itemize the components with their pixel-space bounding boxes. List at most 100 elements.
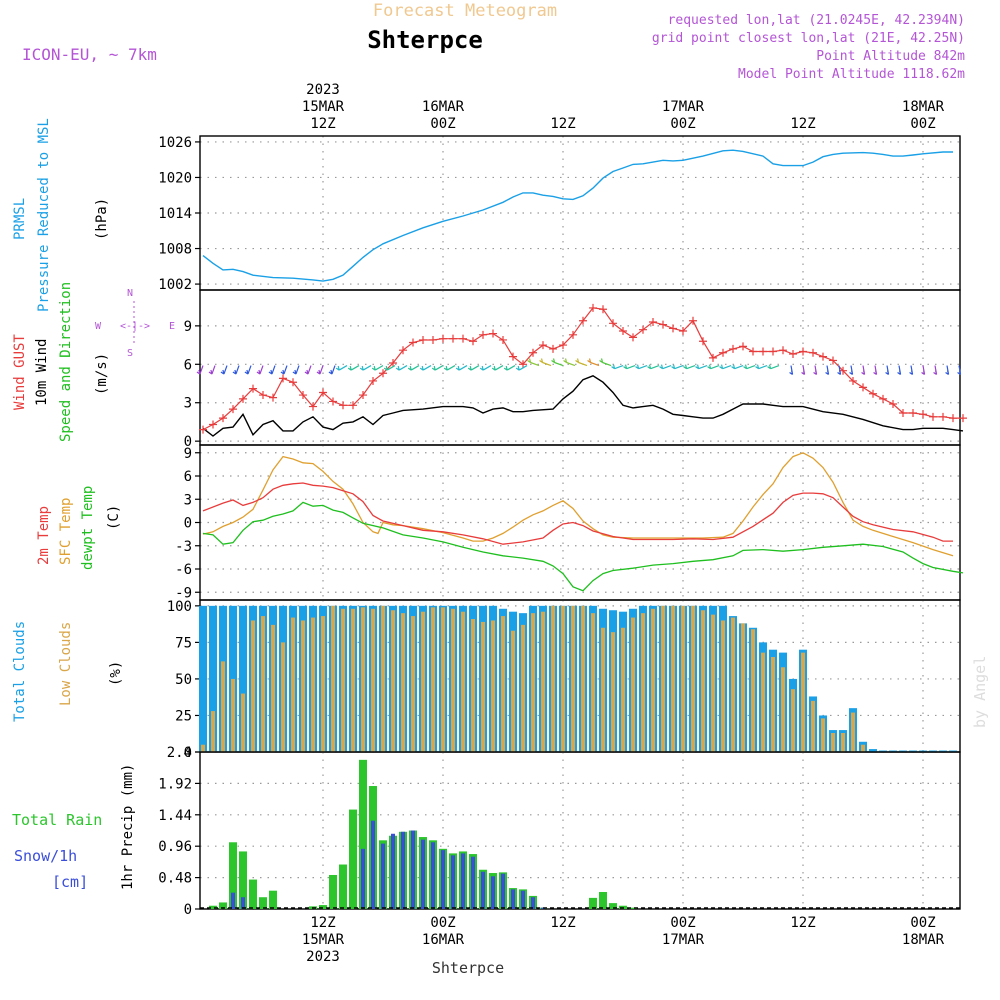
- total-cloud-bar: [919, 750, 927, 752]
- low-cloud-bar: [281, 642, 285, 752]
- sfc-temp-label: SFC Temp: [58, 498, 74, 565]
- low-cloud-bar: [821, 718, 825, 752]
- gust-point-marker: [819, 352, 827, 361]
- pressure-label-1: PRMSL: [12, 198, 28, 240]
- wind-direction-arrow: [443, 365, 456, 371]
- low-cloud-bar: [621, 627, 625, 752]
- pressure-panel: PRMSL Pressure Reduced to MSL (hPa) 1002…: [12, 118, 961, 312]
- y-tick-label: -9: [175, 585, 192, 601]
- rain-bar: [209, 905, 217, 909]
- total-cloud-bar: [239, 605, 247, 752]
- time-label: 15MAR: [302, 99, 345, 115]
- time-label: 16MAR: [422, 99, 465, 115]
- wind-direction-arrow: [527, 358, 540, 367]
- wind-10m-line: [202, 375, 964, 437]
- low-cloud-bar: [251, 620, 255, 752]
- legend-snow: Snow/1h: [14, 847, 77, 865]
- time-label: 12Z: [310, 116, 335, 132]
- gust-point-marker: [769, 347, 777, 356]
- gust-point-marker: [279, 374, 287, 383]
- wind-direction-arrow: [873, 365, 878, 375]
- gust-point-marker: [299, 391, 307, 400]
- low-cloud-bar: [201, 744, 205, 752]
- wind-direction-arrow: [232, 365, 240, 375]
- gust-point-marker: [509, 352, 517, 361]
- snow-bar: [401, 831, 405, 909]
- low-cloud-bar: [801, 652, 805, 752]
- gust-point-marker: [869, 389, 877, 398]
- clouds-unit: (%): [108, 661, 124, 686]
- low-cloud-bar: [681, 605, 685, 752]
- gust-point-marker: [599, 305, 607, 314]
- wind-direction-arrow: [897, 365, 902, 375]
- wind-direction-arrow: [957, 365, 962, 375]
- total-cloud-bar: [939, 750, 947, 752]
- total-clouds-label: Total Clouds: [12, 621, 28, 722]
- wind-direction-arrow: [837, 365, 842, 375]
- gust-point-marker: [589, 303, 597, 312]
- wind-direction-arrow: [280, 365, 288, 375]
- low-cloud-bar: [761, 652, 765, 752]
- total-cloud-bar: [909, 750, 917, 752]
- gust-point-marker: [259, 391, 267, 400]
- gust-point-marker: [219, 414, 227, 423]
- gust-point-marker: [239, 394, 247, 403]
- rain-bar: [319, 905, 327, 909]
- low-cloud-bar: [541, 611, 545, 752]
- gust-point-marker: [879, 394, 887, 403]
- gust-point-marker: [199, 425, 207, 434]
- low-cloud-bar: [211, 711, 215, 752]
- wind-direction-arrow: [731, 364, 744, 370]
- gust-point-marker: [329, 397, 337, 406]
- legend-snow-unit: [cm]: [52, 873, 88, 891]
- low-cloud-bar: [261, 616, 265, 752]
- wind-direction-arrow: [587, 358, 600, 367]
- rain-bar: [599, 891, 607, 909]
- gust-point-marker: [659, 320, 667, 329]
- low-cloud-bar: [671, 605, 675, 752]
- gust-point-marker: [389, 359, 397, 368]
- gust-point-marker: [559, 341, 567, 350]
- grid-point-coords: grid point closest lon,lat (21E, 42.25N): [652, 31, 965, 46]
- low-cloud-bar: [291, 617, 295, 752]
- low-cloud-bar: [691, 605, 695, 752]
- wind-direction-arrow: [801, 365, 806, 375]
- gust-point-marker: [829, 356, 837, 365]
- gust-point-marker: [619, 326, 627, 335]
- low-cloud-bar: [361, 607, 365, 752]
- wind-direction-arrow: [683, 364, 696, 370]
- model-label: ICON-EU, ~ 7km: [22, 45, 157, 64]
- gust-point-marker: [529, 348, 537, 357]
- wind-direction-arrow: [813, 365, 818, 375]
- gust-point-marker: [679, 326, 687, 335]
- y-tick-label: 1.44: [158, 808, 192, 824]
- wind-direction-arrow: [671, 364, 684, 370]
- gust-point-marker: [479, 330, 487, 339]
- wind-direction-arrow: [455, 365, 468, 371]
- panel-frame: [199, 751, 961, 910]
- gust-point-marker: [849, 376, 857, 385]
- total-cloud-bar: [899, 750, 907, 752]
- gust-point-marker: [779, 346, 787, 355]
- gust-point-marker: [789, 350, 797, 359]
- point-altitude: Point Altitude 842m: [816, 49, 965, 64]
- low-cloud-bar: [221, 661, 225, 752]
- snow-bar: [461, 853, 465, 909]
- y-tick-label: 0.96: [158, 839, 192, 855]
- wind-direction-arrow: [885, 365, 890, 375]
- temp2m-label: 2m Temp: [36, 506, 52, 565]
- wind-direction-arrow: [347, 365, 360, 371]
- gust-point-marker: [709, 353, 717, 362]
- wind-direction-arrow: [407, 365, 420, 371]
- snow-bar: [371, 820, 375, 909]
- wind-direction-arrow: [933, 365, 938, 375]
- compass-north: N: [127, 288, 133, 299]
- low-cloud-bar: [561, 605, 565, 752]
- snow-bar: [471, 856, 475, 909]
- gust-point-marker: [459, 334, 467, 343]
- gust-point-marker: [959, 414, 967, 423]
- gust-point-marker: [209, 420, 217, 429]
- low-cloud-bar: [391, 610, 395, 752]
